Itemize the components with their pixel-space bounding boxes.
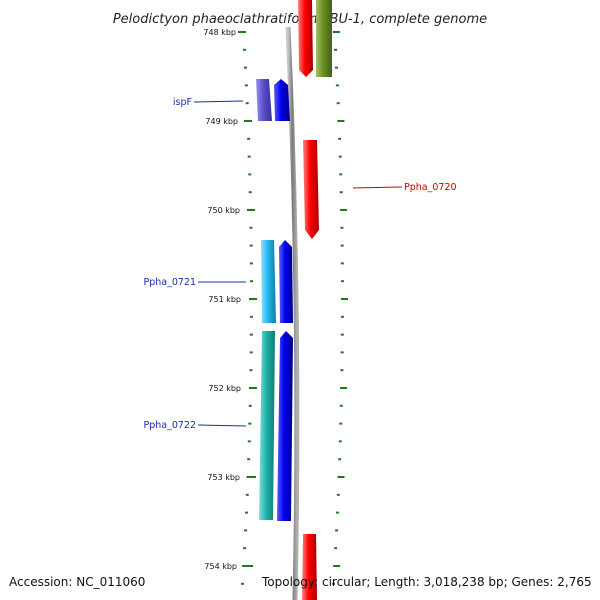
gene-ppha0721-rna-block xyxy=(261,240,276,323)
scale-tick-label: 753 kbp xyxy=(207,473,240,482)
gene-ispF-rna-block xyxy=(256,79,272,121)
gene-label-ispF[interactable]: ispF xyxy=(173,97,192,108)
genome-backbone xyxy=(285,26,300,600)
accession-text: Accession: NC_011060 xyxy=(9,575,146,589)
scale-tick-label: 749 kbp xyxy=(205,117,238,126)
scale-tick-label: 751 kbp xyxy=(208,295,241,304)
gene-label-ppha0721[interactable]: Ppha_0721 xyxy=(143,277,196,288)
forward-strand-features xyxy=(298,0,332,600)
gene-ppha0721-cds-arrow xyxy=(279,240,293,323)
label-leader-ppha0722 xyxy=(197,424,247,427)
topology-text: Topology: circular; Length: 3,018,238 bp… xyxy=(262,575,592,589)
scale-tick-label: 754 kbp xyxy=(204,562,237,571)
gene-ppha0722-rna-block xyxy=(259,331,275,520)
gene-ispF-cds-arrow xyxy=(274,79,290,121)
forward-gene-olive xyxy=(316,0,332,77)
gene-ppha0720-arrow xyxy=(303,140,319,239)
gene-labels: ispF Ppha_0720 Ppha_0721 Ppha_0722 xyxy=(143,97,456,431)
gene-ppha0722-cds-arrow xyxy=(277,331,293,521)
tick-track-left xyxy=(241,31,253,585)
label-leader-ispF xyxy=(193,100,244,103)
gene-label-ppha0722[interactable]: Ppha_0722 xyxy=(143,420,196,431)
scale-tick-label: 748 kbp xyxy=(203,28,236,37)
reverse-strand-features xyxy=(256,79,293,521)
gene-label-ppha0720[interactable]: Ppha_0720 xyxy=(404,182,457,193)
scale-tick-label: 752 kbp xyxy=(208,384,241,393)
kbp-scale: 748 kbp 749 kbp 750 kbp 751 kbp 752 kbp … xyxy=(203,28,257,571)
tick-track-right xyxy=(332,31,348,585)
label-leader-ppha0720 xyxy=(352,186,403,189)
forward-gene-red-top xyxy=(298,0,313,77)
forward-gene-red-bottom xyxy=(302,534,317,600)
scale-tick-label: 750 kbp xyxy=(207,206,240,215)
